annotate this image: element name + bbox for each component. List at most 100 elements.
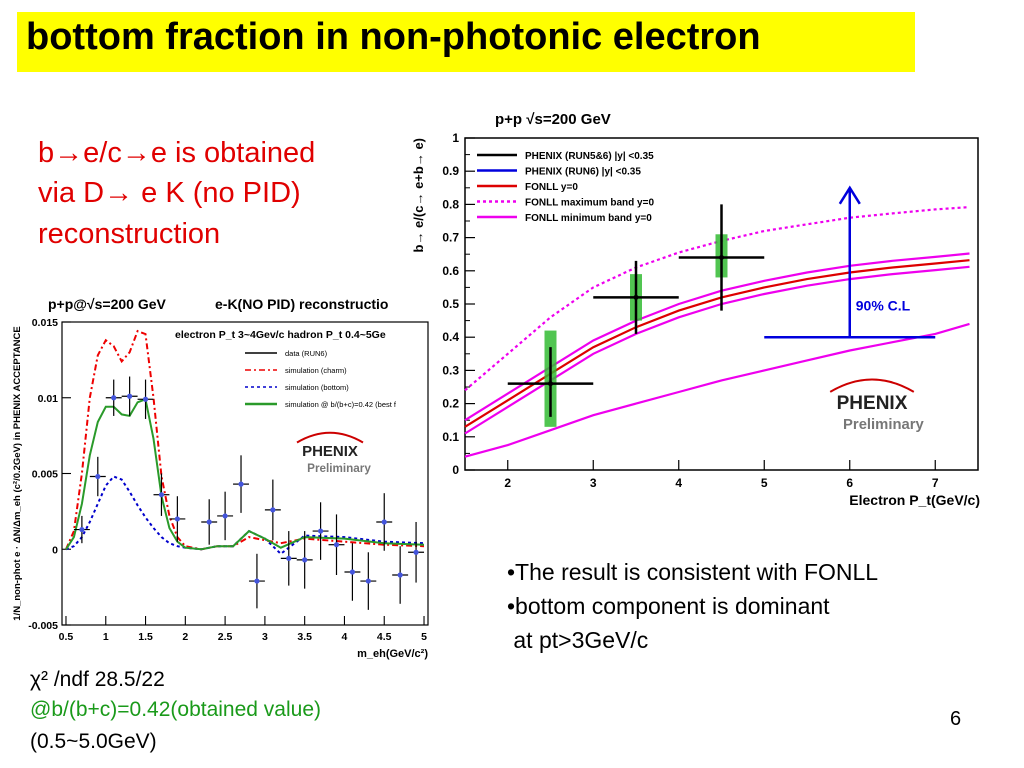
x-tick-label: 4 (342, 631, 348, 643)
series-curve (65, 329, 425, 551)
x-tick-label: 5 (421, 631, 427, 643)
data-point (413, 549, 419, 555)
data-point (111, 395, 117, 401)
limit-arrow-head (838, 185, 861, 205)
data-point (548, 381, 553, 387)
data-point (238, 481, 244, 487)
data-point (142, 396, 149, 402)
y-tick-label: 1 (452, 131, 459, 145)
y-tick-label: 0.9 (442, 164, 459, 178)
y-tick-label: 0.015 (32, 317, 58, 329)
y-tick-label: 0.7 (442, 231, 459, 245)
y-tick-label: -0.005 (28, 620, 58, 632)
x-axis-label: m_eh(GeV/c²) (357, 648, 428, 660)
x-tick-label: 1 (103, 631, 109, 643)
x-tick-label: 3 (262, 631, 268, 643)
data-point (349, 569, 356, 575)
data-point (270, 507, 276, 513)
y-tick-label: 0 (52, 544, 58, 556)
limit-label: 90% C.L (856, 298, 911, 314)
x-tick-label: 2 (504, 476, 511, 490)
legend-label: data (RUN6) (285, 349, 328, 358)
logo-brand: PHENIX (837, 393, 908, 414)
data-point (206, 519, 212, 525)
x-tick-label: 5 (761, 476, 768, 490)
legend-label: FONLL y=0 (525, 182, 578, 193)
data-point (365, 578, 371, 584)
data-point (302, 557, 308, 563)
plot-frame (61, 321, 429, 626)
page-number: 6 (950, 708, 962, 730)
y-tick-label: 0.4 (442, 330, 459, 344)
data-point (254, 578, 260, 584)
legend-label: PHENIX (RUN6) |y| <0.35 (525, 167, 641, 178)
data-point (333, 542, 340, 548)
note-line-1: b→e/c→e is obtained (38, 137, 316, 169)
chart-title: p+p √s=200 GeV (495, 111, 611, 128)
x-tick-label: 4 (675, 476, 682, 490)
data-point (127, 393, 133, 399)
note-line-2: via D→ e K (no PID) (38, 177, 301, 209)
x-tick-label: 6 (846, 476, 853, 490)
legend-label: simulation (bottom) (285, 383, 349, 392)
x-tick-label: 7 (932, 476, 939, 490)
legend-label: FONLL minimum band y=0 (525, 213, 652, 224)
series-curve (65, 475, 425, 556)
y-tick-label: 0.1 (442, 430, 459, 444)
y-tick-label: 0.01 (38, 393, 59, 405)
data-point (397, 572, 403, 578)
data-point (317, 528, 324, 534)
x-tick-label: 4.5 (377, 631, 392, 643)
x-tick-label: 3.5 (297, 631, 312, 643)
x-tick-label: 3 (590, 476, 597, 490)
x-tick-label: 0.5 (59, 631, 74, 643)
series-curve (464, 322, 970, 458)
legend-label: FONLL maximum band y=0 (525, 198, 654, 209)
data-point (174, 516, 180, 522)
y-tick-label: 0 (452, 463, 459, 477)
data-point (222, 513, 228, 519)
legend-label: simulation (charm) (285, 366, 347, 375)
slide-title: bottom fraction in non-photonic electron (26, 16, 761, 58)
note-line-3: reconstruction (38, 218, 221, 250)
phenix-logo: PHENIX Preliminary (829, 378, 924, 433)
phenix-logo: PHENIX Preliminary (296, 431, 371, 475)
range-line: (0.5~5.0GeV) (30, 730, 157, 753)
x-tick-label: 2.5 (218, 631, 233, 643)
logo-preliminary: Preliminary (307, 462, 371, 475)
x-tick-label: 1.5 (138, 631, 153, 643)
chart-title: p+p@√s=200 GeV (48, 296, 167, 312)
data-point (79, 526, 85, 533)
data-point (286, 555, 292, 561)
logo-brand: PHENIX (302, 443, 358, 460)
bullet-2: •bottom component is dominant (507, 593, 830, 619)
y-tick-label: 0.8 (442, 197, 459, 211)
bullet-1: •The result is consistent with FONLL (507, 559, 879, 585)
data-point (381, 519, 387, 525)
chi2-line: χ² /ndf 28.5/22 (30, 668, 165, 691)
chart-subtitle: e-K(NO PID) reconstructio (215, 296, 388, 312)
title-banner (17, 12, 915, 72)
data-point (633, 294, 639, 300)
x-axis-label: Electron P_t(GeV/c) (849, 492, 980, 508)
data-point (719, 255, 724, 261)
bullet-3: at pt>3GeV/c (507, 627, 649, 653)
bottom-fraction-chart: 0 0.1 0.2 0.3 0.4 0.5 0.6 0.7 0.8 0.9 1 2 3 4 5 6 7 Elect… (411, 111, 980, 508)
panel-text: electron P_t 3~4Gev/c hadron P_t 0.4~5Ge (175, 329, 386, 341)
y-tick-label: 0.2 (442, 397, 459, 411)
fit-line: @b/(b+c)=0.42(obtained value) (30, 698, 321, 721)
series-curve (65, 397, 425, 551)
y-axis-label: 1/N_non-phot e · ΔN/Δm_eh (c²/0.2GeV) in… (12, 326, 23, 620)
logo-arc (296, 431, 364, 444)
logo-preliminary: Preliminary (843, 417, 924, 433)
conclusion-list: •The result is consistent with FONLL •bo… (507, 555, 878, 657)
data-point (95, 473, 101, 480)
eh-mass-chart: -0.005 0 0.005 0.01 0.015 0.5 1 1.5 2 2.5 3 3.5 4 4.5… (12, 296, 429, 660)
legend-label: simulation @ b/(b+c)=0.42 (best f (285, 400, 397, 409)
data-point (158, 492, 165, 498)
y-tick-label: 0.5 (442, 297, 459, 311)
y-tick-label: 0.005 (32, 469, 58, 481)
x-tick-label: 2 (182, 631, 188, 643)
logo-arc (829, 378, 915, 393)
legend-label: PHENIX (RUN5&6) |y| <0.35 (525, 151, 654, 162)
